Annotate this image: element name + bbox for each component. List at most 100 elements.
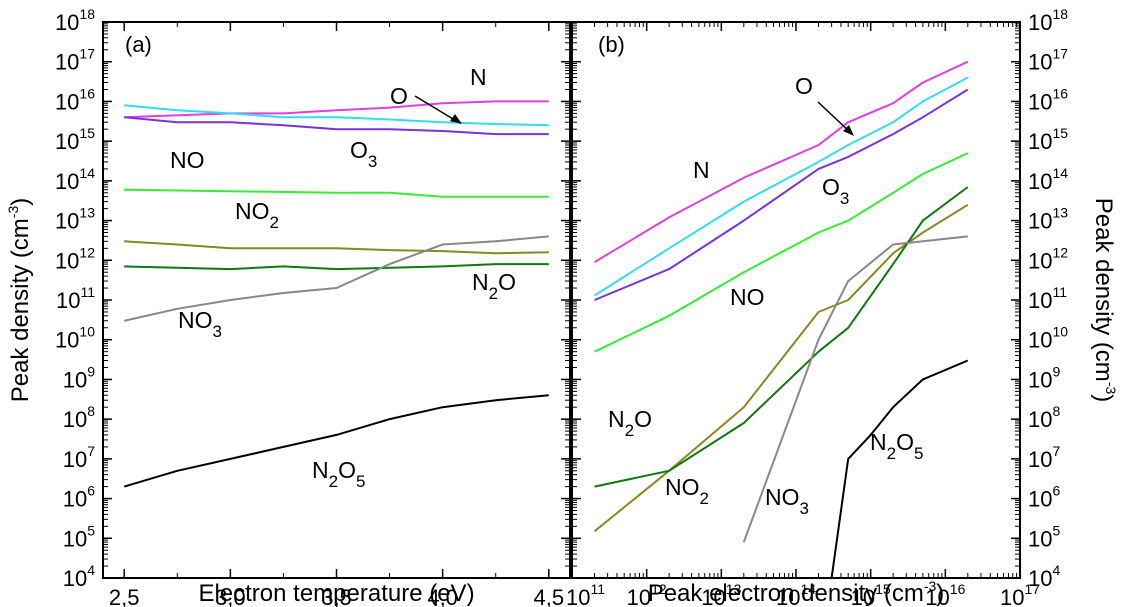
panel-b-x-tick-label: 1017 (1000, 581, 1040, 607)
panel-a-frame (102, 21, 571, 579)
panel-a-y-tick-label: 1017 (55, 46, 95, 75)
panel-b-x-tick-label: 1016 (925, 581, 965, 607)
panel-a-y-tick-label: 1014 (55, 165, 95, 194)
panel-a-x-tick-label: 4,0 (427, 585, 458, 607)
panel-b-series-no2 (593, 203, 969, 533)
panel-a-species-label-n2o: N2O (472, 269, 516, 303)
panel-b-y-tick-label: 105 (1028, 522, 1060, 551)
panel-a-series-o (124, 104, 549, 127)
panel-a-series-n2o (124, 263, 549, 271)
y-axis-title-exponent: -3 (5, 206, 21, 219)
panel-a-label: (a) (125, 32, 152, 57)
panel-b-series-no (594, 152, 969, 353)
panel-b-y-tick-label: 1012 (1028, 244, 1068, 273)
panel-a-y-tick-label: 108 (63, 403, 95, 432)
panel-a-series-n2o5 (123, 394, 549, 488)
panel-a-series-no (124, 188, 549, 198)
panel-b-series-o (593, 76, 969, 297)
panel-a-y-tick-label: 1011 (56, 284, 95, 313)
panel-b-x-axis-title: Peak electron density (cm-3) (648, 578, 945, 607)
panel-a-y-tick-label: 1015 (55, 125, 95, 154)
panel-a: 104 105 106 107 108 109 1010 1011 1012 1013 1014 10… (5, 6, 571, 607)
panel-a-ticks: 104 105 106 107 108 109 1010 1011 1012 1013 1014 10… (55, 6, 570, 607)
panel-b-ticks: 104 105 106 107 108 109 1010 1011 1012 1013 1014 10… (566, 6, 1068, 607)
y-axis-title-close: ) (1090, 394, 1117, 402)
x-axis-title-close: ) (936, 580, 944, 607)
panel-b-y-tick-label: 106 (1028, 483, 1060, 512)
panel-b-y-tick-label: 1013 (1028, 205, 1068, 234)
panel-a-y-tick-label: 106 (63, 483, 95, 512)
panel-b: 104 105 106 107 108 109 1010 1011 1012 1013 1014 10… (566, 6, 1119, 607)
panel-b-curves (593, 60, 969, 579)
y-axis-title-text: Peak density (cm (1090, 198, 1117, 382)
panel-b-series-n2o5 (830, 359, 969, 579)
panel-b-o-arrowhead (843, 125, 854, 136)
panel-a-x-axis-title: Electron temperature (eV) (198, 580, 474, 607)
x-axis-title-exponent: -3 (924, 578, 937, 594)
x-axis-title-text: Peak electron density (cm (648, 580, 924, 607)
panel-a-y-tick-label: 1016 (55, 85, 95, 114)
panel-a-x-tick-label: 3,0 (215, 585, 246, 607)
panel-a-y-tick-label: 1013 (55, 205, 95, 234)
panel-b-y-tick-label: 108 (1028, 403, 1060, 432)
panel-a-y-tick-label: 105 (63, 522, 95, 551)
panel-a-series-o3 (124, 116, 549, 136)
panel-b-x-tick-label: 1011 (566, 581, 605, 607)
panel-a-curves (123, 100, 549, 488)
y-axis-title-exponent: -3 (1103, 382, 1119, 395)
panel-b-y-tick-label: 109 (1028, 363, 1060, 392)
panel-a-y-tick-label: 104 (63, 562, 95, 591)
panel-b-species-label-no3: NO3 (765, 484, 809, 518)
panel-a-series-no2 (124, 240, 549, 255)
panel-b-y-axis-title: Peak density (cm-3) (1090, 198, 1119, 403)
panel-b-y-tick-label: 104 (1028, 562, 1060, 591)
panel-a-species-label-no3: NO3 (178, 307, 222, 341)
panel-a-y-tick-label: 1010 (55, 324, 95, 353)
panel-b-x-tick-label: 1015 (851, 581, 891, 607)
panel-a-x-tick-label: 2,5 (109, 585, 140, 607)
panel-a-x-tick-label: 3,5 (321, 585, 352, 607)
panel-b-y-tick-label: 1018 (1028, 6, 1068, 35)
panel-b-label: (b) (598, 32, 625, 57)
panel-a-species-label-o: O (390, 83, 408, 109)
y-axis-title-text: Peak density (cm (7, 218, 34, 402)
panel-b-species-label-no2: NO2 (665, 474, 709, 508)
panel-a-y-axis-title: Peak density (cm-3) (5, 198, 34, 403)
panel-a-y-tick-label: 1018 (55, 6, 95, 35)
panel-a-y-tick-label: 109 (63, 363, 95, 392)
panel-a-species-label-o3: O3 (350, 137, 377, 171)
panel-b-y-tick-label: 1015 (1028, 125, 1068, 154)
panel-b-x-tick-label: 1012 (627, 581, 667, 607)
panel-a-y-tick-label: 107 (63, 443, 95, 472)
panel-b-species-label-o3: O3 (822, 174, 849, 208)
panel-a-x-tick-label: 4,5 (533, 585, 564, 607)
panel-b-species-label-o: O (795, 73, 813, 99)
panel-a-y-tick-label: 1012 (55, 244, 95, 273)
panel-b-y-tick-label: 1016 (1028, 85, 1068, 114)
panel-b-y-tick-label: 1011 (1028, 284, 1067, 313)
panel-b-series-n2o (594, 186, 969, 488)
panel-a-species-label-no2: NO2 (235, 198, 279, 232)
panel-b-species-label-n2o5: N2O5 (870, 429, 923, 463)
panel-b-series-no3 (742, 235, 968, 543)
panel-b-series-n (593, 60, 969, 263)
y-axis-title-close: ) (7, 198, 34, 206)
panel-a-series-no3 (123, 235, 549, 322)
panel-b-y-tick-label: 1017 (1028, 46, 1068, 75)
panel-b-x-tick-label: 1014 (776, 581, 816, 607)
panel-a-o-arrowhead (450, 114, 462, 124)
panel-b-species-label-no: NO (730, 284, 765, 310)
panel-a-species-label-no: NO (170, 147, 205, 173)
panel-b-series-o3 (594, 88, 969, 301)
panel-b-species-label-n: N (693, 157, 710, 183)
panel-a-o-arrow (414, 95, 459, 123)
panel-a-series-n (124, 100, 549, 119)
panel-b-y-tick-label: 107 (1028, 443, 1060, 472)
panel-a-species-label-n: N (470, 64, 487, 90)
panel-b-o-arrow (817, 101, 851, 133)
panel-b-x-tick-label: 1013 (701, 581, 741, 607)
panel-a-species-label-n2o5: N2O5 (312, 457, 365, 491)
